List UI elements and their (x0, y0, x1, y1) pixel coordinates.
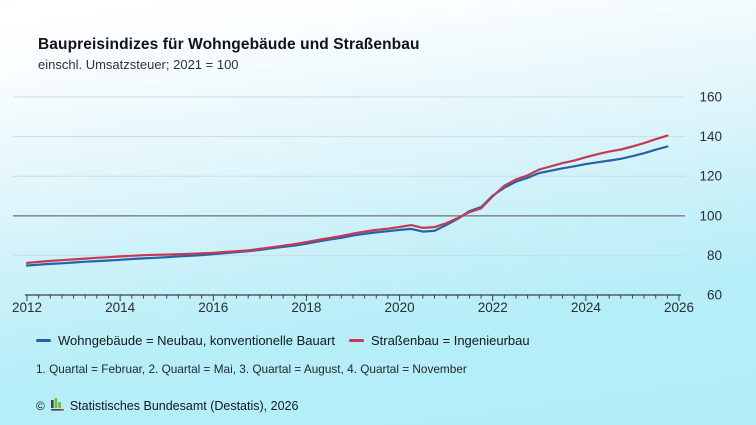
svg-text:2020: 2020 (385, 300, 415, 315)
svg-text:100: 100 (699, 208, 722, 223)
copyright-text: Statistisches Bundesamt (Destatis), 2026 (69, 399, 299, 413)
chart-legend: Wohngebäude = Neubau, konventionelle Bau… (36, 333, 530, 348)
copyright-line: © Statistisches Bundesamt (Destatis), 20… (36, 398, 298, 414)
svg-text:160: 160 (699, 90, 722, 105)
svg-text:60: 60 (707, 288, 722, 303)
legend-item-strassenbau: Straßenbau = Ingenieurbau (348, 333, 530, 348)
destatis-logo-icon (50, 398, 64, 414)
quarter-footnote: 1. Quartal = Februar, 2. Quartal = Mai, … (36, 362, 467, 376)
svg-text:2012: 2012 (12, 300, 42, 315)
svg-text:2026: 2026 (664, 300, 694, 315)
page-title: Baupreisindizes für Wohngebäude und Stra… (38, 36, 420, 53)
blue-line-swatch-icon (36, 339, 51, 342)
legend-label-strassenbau: Straßenbau = Ingenieurbau (370, 333, 530, 348)
red-line-swatch-icon (348, 339, 364, 342)
svg-text:2016: 2016 (198, 300, 228, 315)
svg-text:80: 80 (707, 248, 722, 263)
svg-text:2014: 2014 (105, 300, 136, 315)
svg-text:2024: 2024 (571, 300, 602, 315)
svg-text:120: 120 (699, 169, 722, 184)
svg-text:2018: 2018 (291, 300, 321, 315)
chart-subtitle: einschl. Umsatzsteuer; 2021 = 100 (38, 57, 239, 72)
svg-text:2022: 2022 (478, 300, 508, 315)
legend-label-wohngebaeude: Wohngebäude = Neubau, konventionelle Bau… (58, 333, 335, 348)
legend-item-wohngebaeude: Wohngebäude = Neubau, konventionelle Bau… (36, 333, 335, 348)
svg-text:140: 140 (699, 129, 722, 144)
copyright-symbol: © (36, 399, 45, 413)
